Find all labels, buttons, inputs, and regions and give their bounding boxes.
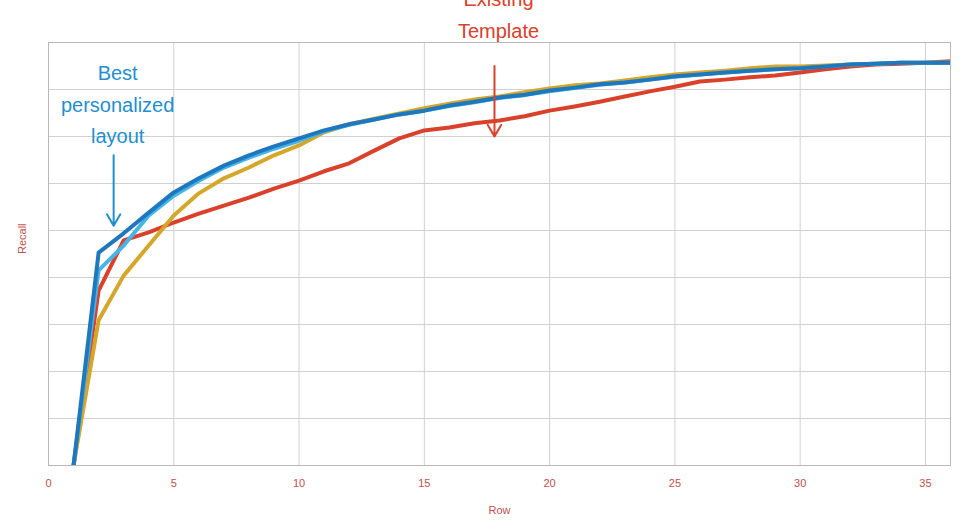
svg-text:15: 15 bbox=[418, 477, 430, 489]
svg-text:Bestpersonalizedlayout: Bestpersonalizedlayout bbox=[61, 61, 174, 147]
svg-text:10: 10 bbox=[293, 477, 305, 489]
svg-text:20: 20 bbox=[543, 477, 555, 489]
svg-text:Recall: Recall bbox=[16, 223, 28, 254]
svg-text:ExistingTemplate: ExistingTemplate bbox=[458, 0, 539, 42]
svg-text:30: 30 bbox=[794, 477, 806, 489]
svg-text:35: 35 bbox=[919, 477, 931, 489]
svg-text:0: 0 bbox=[45, 477, 51, 489]
svg-text:5: 5 bbox=[171, 477, 177, 489]
svg-text:Row: Row bbox=[488, 504, 510, 516]
svg-text:25: 25 bbox=[669, 477, 681, 489]
